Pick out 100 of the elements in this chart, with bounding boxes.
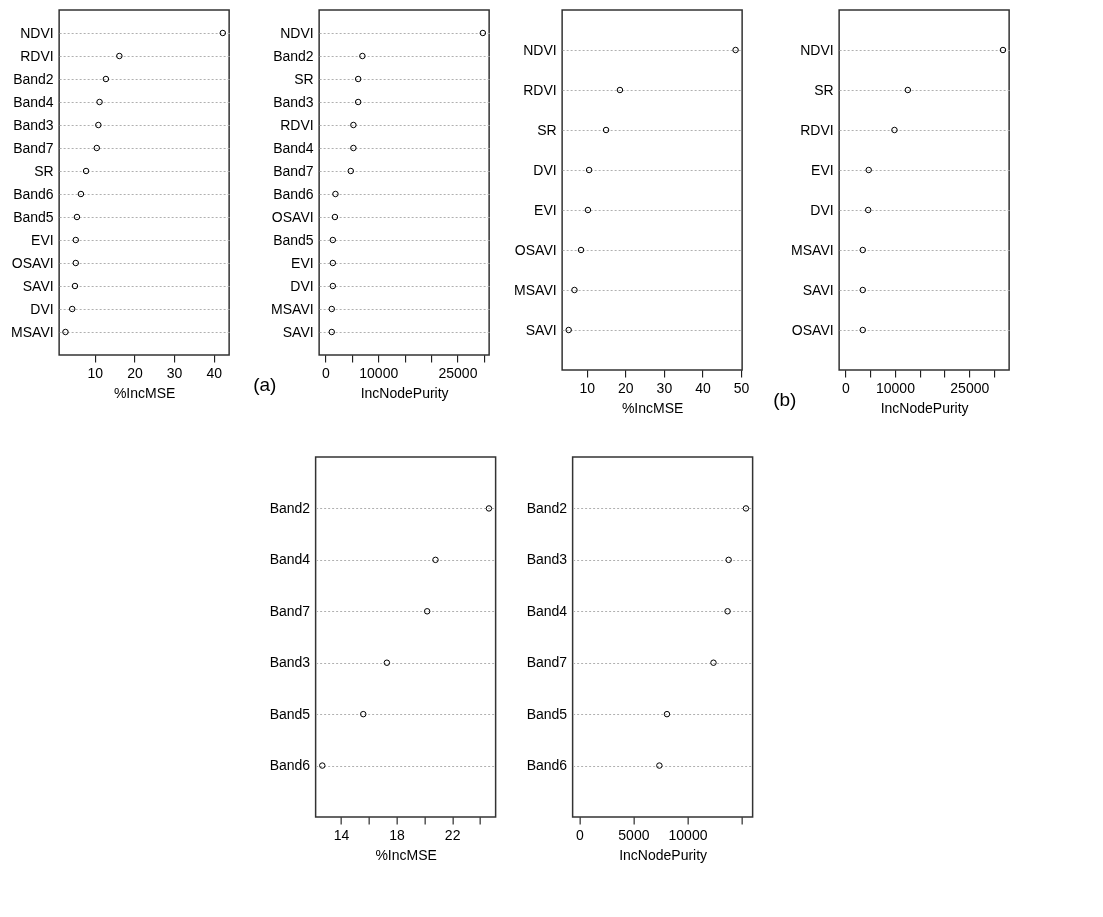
y-tick-label: Band5	[13, 208, 54, 225]
x-tick-label: 10	[87, 364, 104, 381]
point	[82, 167, 90, 175]
x-tick-label: 20	[127, 364, 143, 381]
y-tick-label: Band4	[13, 93, 54, 110]
y-tick-label: SAVI	[22, 277, 54, 294]
y-tick-label: SAVI	[282, 323, 314, 340]
y-tick-label: Band3	[273, 93, 314, 110]
point	[864, 206, 872, 214]
y-tick-label: NDVI	[280, 24, 314, 41]
point	[72, 236, 80, 244]
point	[68, 305, 76, 313]
point	[96, 98, 103, 106]
y-tick-label: NDVI	[523, 41, 557, 58]
point	[354, 75, 362, 83]
y-tick-label: DVI	[290, 277, 314, 294]
point	[328, 305, 335, 313]
y-tick-label: NDVI	[20, 24, 54, 41]
point	[479, 29, 487, 37]
point	[71, 282, 79, 290]
y-tick-label: Band4	[273, 139, 314, 156]
x-tick-label: 14	[333, 826, 350, 843]
x-axis-title: %IncMSE	[375, 846, 437, 863]
y-tick-label: OSAVI	[791, 321, 834, 338]
point	[865, 166, 872, 174]
point	[710, 659, 717, 666]
y-tick-label: Band4	[269, 551, 311, 568]
point	[585, 166, 593, 174]
x-tick-label: 30	[166, 364, 183, 381]
point	[329, 259, 337, 267]
y-tick-label: Band7	[13, 139, 54, 156]
point	[616, 86, 624, 94]
y-tick-label: MSAVI	[11, 323, 54, 340]
y-tick-label: EVI	[291, 254, 314, 271]
point	[577, 246, 585, 254]
x-tick-label: 10	[579, 379, 596, 396]
point	[93, 144, 101, 152]
x-tick-label: 25000	[950, 379, 990, 396]
point	[347, 167, 355, 175]
point	[859, 326, 866, 334]
y-tick-label: Band6	[13, 185, 54, 202]
point	[725, 556, 732, 564]
y-tick-label: MSAVI	[271, 300, 314, 317]
x-tick-label: 5000	[618, 826, 650, 843]
y-tick-label: Band2	[13, 70, 54, 87]
x-tick-label: 0	[575, 826, 584, 843]
x-tick-label: 40	[695, 379, 711, 396]
y-tick-label: SR	[294, 70, 314, 87]
point	[354, 98, 362, 106]
y-tick-label: Band5	[273, 231, 314, 248]
y-tick-label: RDVI	[20, 47, 54, 64]
x-tick-label: 10000	[359, 364, 399, 381]
point	[485, 505, 493, 512]
y-tick-label: DVI	[30, 300, 54, 317]
point	[724, 608, 731, 615]
point	[859, 246, 866, 254]
y-tick-label: EVI	[31, 231, 54, 248]
y-tick-label: DVI	[810, 201, 834, 218]
point	[331, 213, 339, 221]
point	[62, 328, 69, 336]
point	[656, 762, 663, 769]
point	[319, 762, 326, 769]
y-tick-label: Band6	[273, 185, 314, 202]
point	[432, 556, 439, 564]
point	[360, 710, 367, 718]
x-axis-title: IncNodePurity	[619, 846, 708, 863]
point	[102, 75, 110, 83]
y-tick-label: Band7	[269, 602, 311, 619]
x-tick-label: 50	[733, 379, 750, 396]
y-tick-label: Band3	[13, 116, 54, 133]
point	[328, 328, 335, 336]
point	[73, 213, 81, 221]
point	[584, 206, 592, 214]
x-tick-label: 20	[618, 379, 634, 396]
y-tick-label: RDVI	[280, 116, 314, 133]
y-tick-label: RDVI	[523, 81, 557, 98]
point	[859, 286, 866, 294]
point	[329, 236, 337, 244]
y-tick-label: NDVI	[800, 41, 834, 58]
y-tick-label: MSAVI	[514, 281, 557, 298]
y-tick-label: Band5	[269, 705, 311, 722]
point	[219, 29, 227, 37]
point	[350, 121, 357, 129]
y-tick-label: RDVI	[800, 121, 834, 138]
y-tick-label: Band2	[526, 499, 568, 516]
point	[891, 126, 898, 134]
y-tick-label: MSAVI	[791, 241, 834, 258]
y-tick-label: Band3	[269, 654, 311, 671]
text: (a)	[253, 374, 277, 395]
y-tick-label: SR	[34, 162, 54, 179]
x-tick-label: 18	[389, 826, 406, 843]
point	[116, 52, 123, 60]
y-tick-label: OSAVI	[271, 208, 314, 225]
y-tick-label: SR	[537, 121, 557, 138]
y-tick-label: OSAVI	[514, 241, 557, 258]
text: (b)	[773, 389, 797, 410]
point	[999, 46, 1007, 54]
point	[742, 505, 750, 512]
point	[565, 326, 572, 334]
y-tick-label: Band5	[526, 705, 568, 722]
